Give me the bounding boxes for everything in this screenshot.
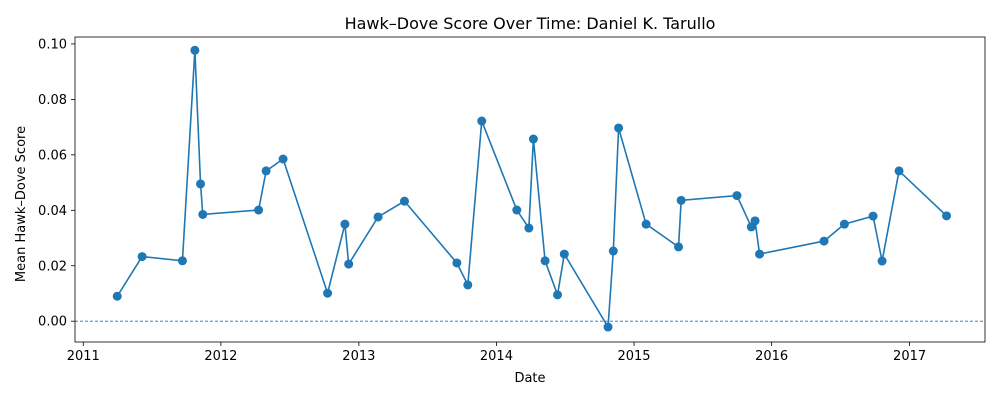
data-point bbox=[732, 191, 742, 201]
data-point bbox=[399, 196, 409, 206]
data-point bbox=[340, 219, 350, 229]
x-tick-label: 2017 bbox=[893, 349, 926, 364]
data-point bbox=[676, 195, 686, 205]
data-point bbox=[463, 280, 473, 290]
series-group bbox=[112, 45, 952, 332]
y-axis-ticks: 0.00 0.02 0.04 0.06 0.08 0.10 bbox=[38, 37, 75, 330]
data-point bbox=[344, 259, 354, 269]
data-point bbox=[894, 166, 904, 176]
data-point bbox=[674, 242, 684, 252]
data-point bbox=[553, 290, 563, 300]
data-point bbox=[614, 123, 624, 133]
data-point bbox=[190, 45, 200, 55]
data-point bbox=[608, 246, 618, 256]
y-tick-label: 0.04 bbox=[38, 204, 67, 219]
data-point bbox=[839, 219, 849, 229]
x-tick-label: 2014 bbox=[480, 349, 513, 364]
series-line bbox=[116, 50, 948, 330]
data-point bbox=[177, 256, 187, 266]
data-point bbox=[524, 223, 534, 233]
data-point bbox=[877, 256, 887, 266]
data-point bbox=[373, 212, 383, 222]
data-point bbox=[278, 154, 288, 164]
data-point bbox=[254, 205, 264, 215]
data-point bbox=[641, 219, 651, 229]
data-point bbox=[559, 249, 569, 259]
data-point bbox=[750, 216, 760, 226]
data-point bbox=[137, 252, 147, 262]
y-axis-label: Mean Hawk–Dove Score bbox=[14, 126, 29, 282]
data-point bbox=[452, 258, 462, 268]
y-tick-label: 0.08 bbox=[38, 93, 67, 108]
plot-frame bbox=[74, 36, 986, 343]
data-point bbox=[942, 211, 952, 221]
data-point bbox=[196, 179, 206, 189]
x-tick-label: 2015 bbox=[617, 349, 650, 364]
data-point bbox=[819, 236, 829, 246]
x-tick-label: 2016 bbox=[755, 349, 788, 364]
data-point bbox=[198, 209, 208, 219]
y-tick-label: 0.10 bbox=[38, 37, 67, 52]
data-point bbox=[112, 291, 122, 301]
x-tick-label: 2012 bbox=[204, 349, 237, 364]
y-tick-label: 0.02 bbox=[38, 259, 67, 274]
x-axis-label: Date bbox=[514, 371, 545, 386]
data-point bbox=[323, 288, 333, 298]
x-tick-label: 2013 bbox=[342, 349, 375, 364]
data-point bbox=[868, 211, 878, 221]
data-point bbox=[261, 166, 271, 176]
x-tick-label: 2011 bbox=[67, 349, 100, 364]
y-tick-label: 0.06 bbox=[38, 148, 67, 163]
data-point bbox=[512, 205, 522, 215]
data-point bbox=[477, 116, 487, 126]
data-point bbox=[528, 134, 538, 144]
data-point bbox=[755, 249, 765, 259]
chart-title: Hawk–Dove Score Over Time: Daniel K. Tar… bbox=[345, 14, 716, 33]
data-point bbox=[540, 256, 550, 266]
y-tick-label: 0.00 bbox=[38, 315, 67, 330]
data-point bbox=[603, 322, 613, 332]
x-axis-ticks: 2011 2012 2013 2014 2015 2016 2017 bbox=[67, 342, 926, 364]
